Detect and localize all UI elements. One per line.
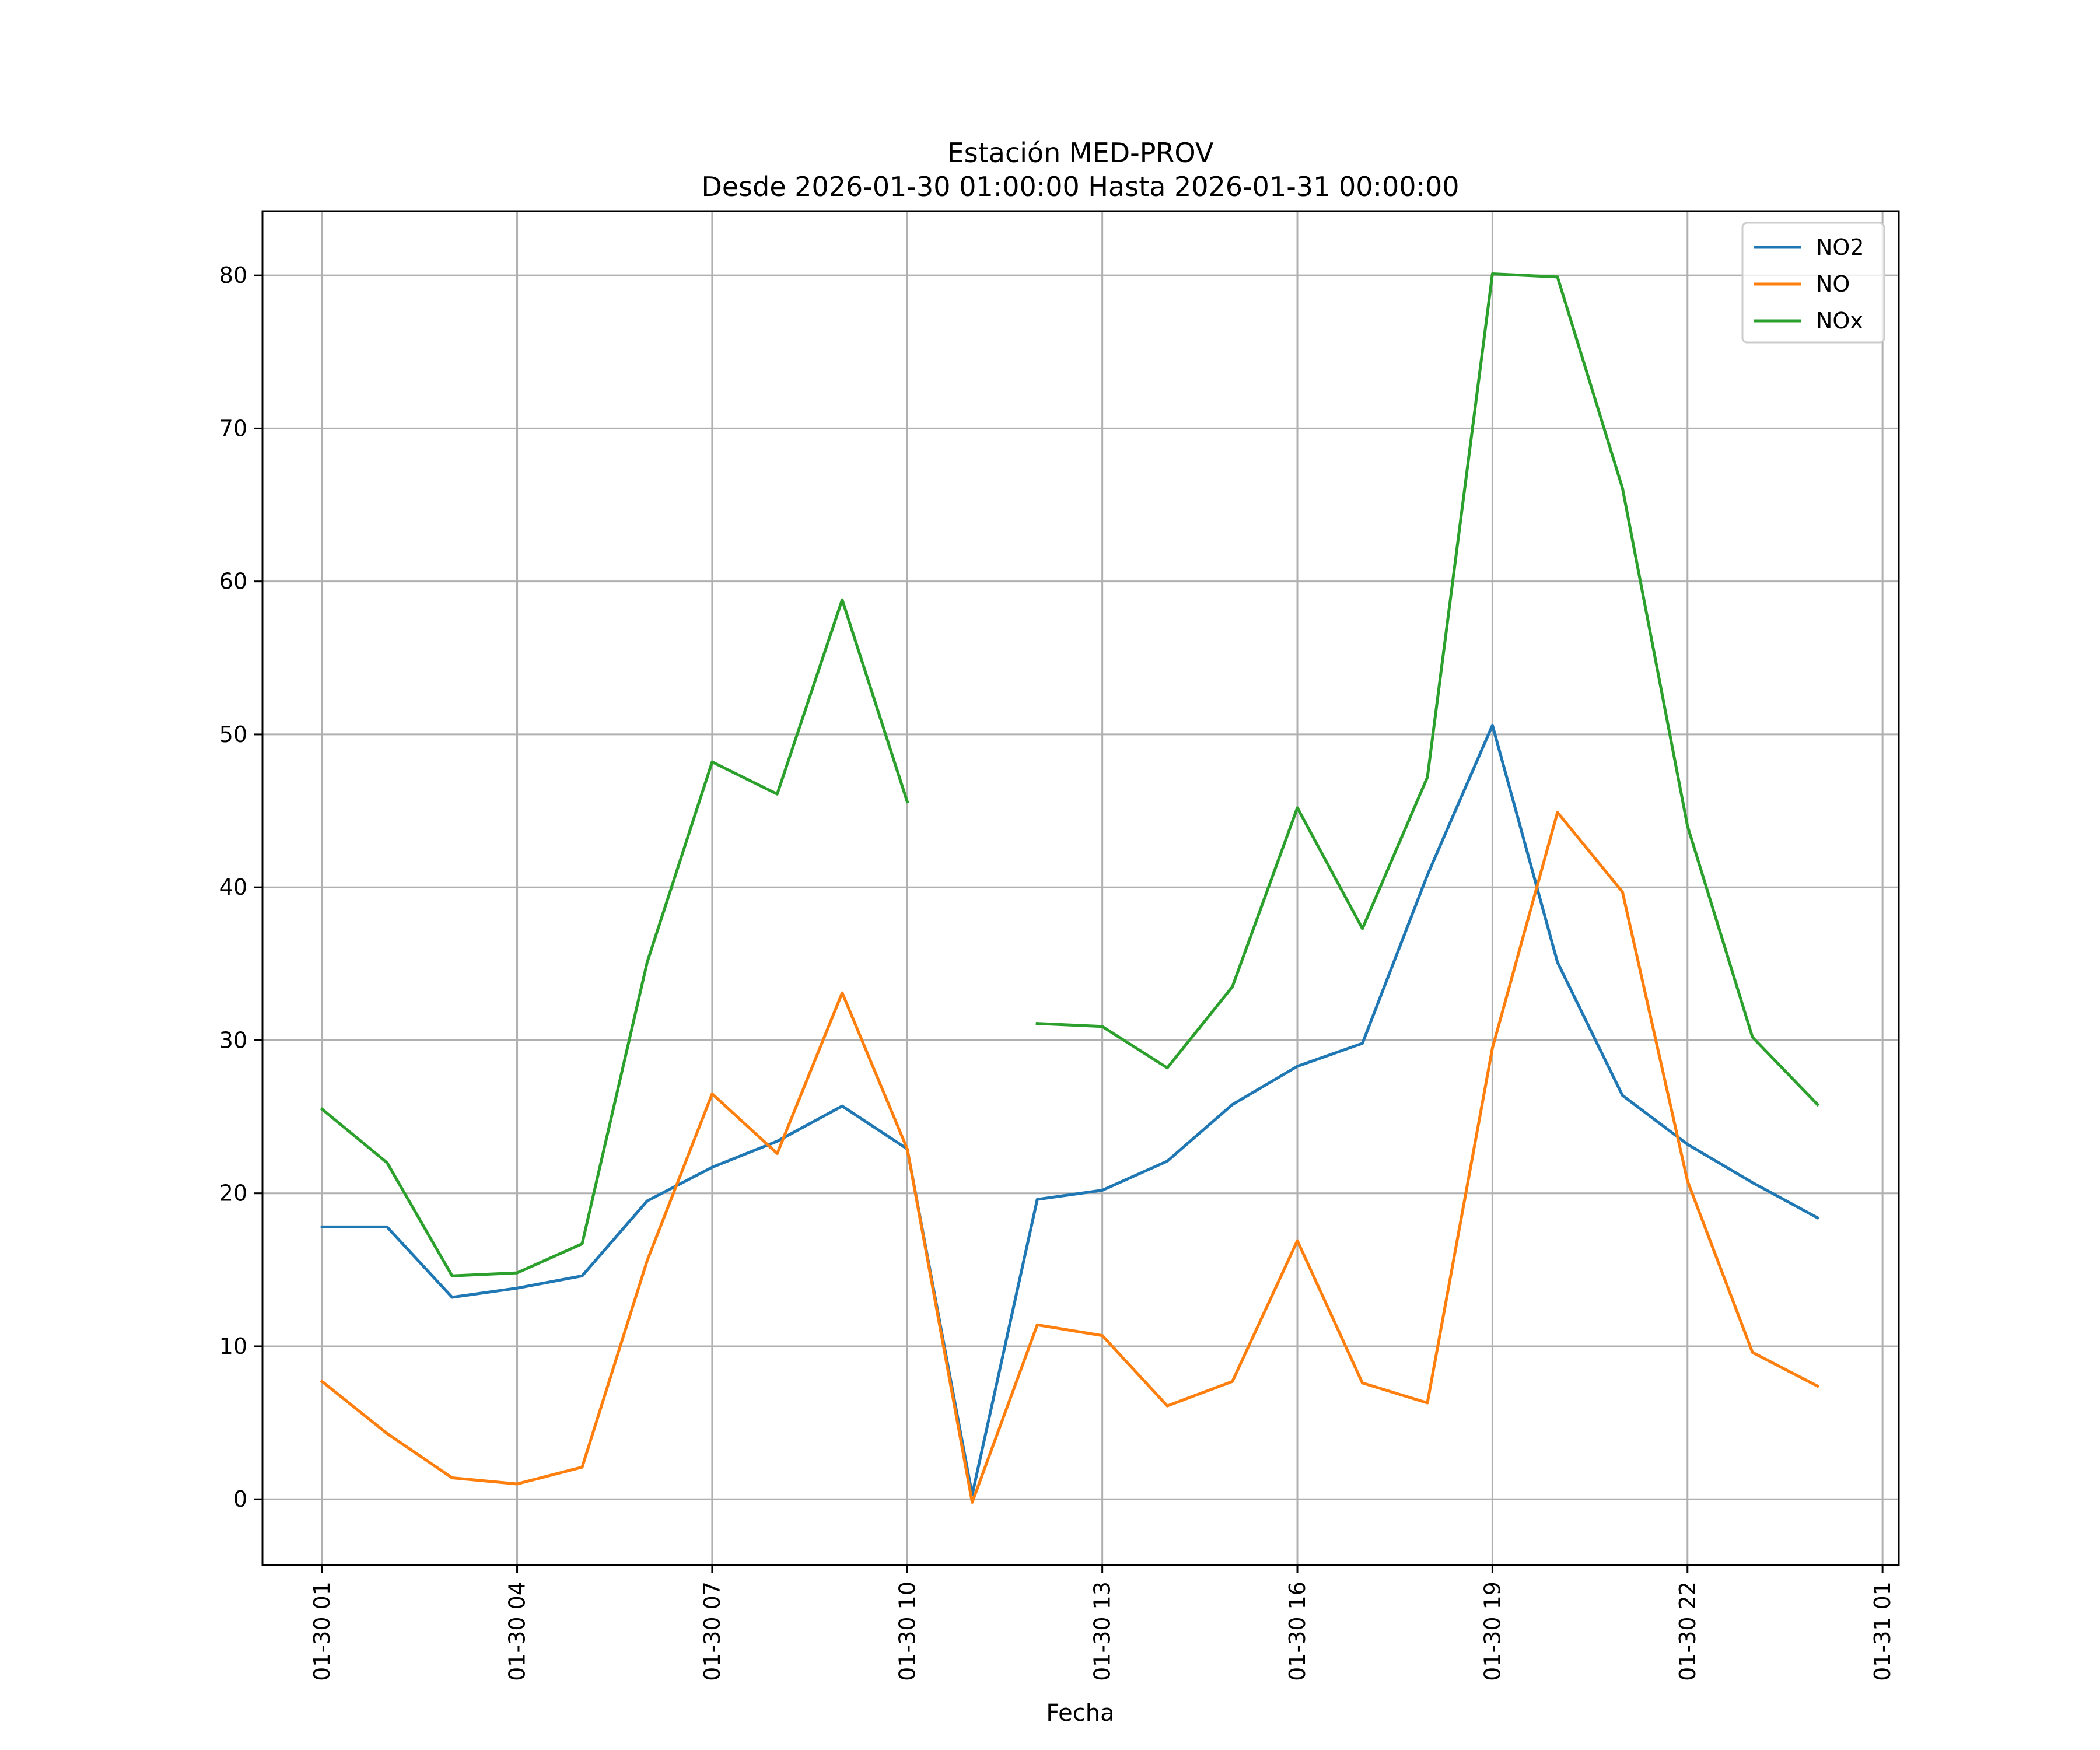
y-tick-label: 70: [219, 415, 247, 441]
y-tick-label: 0: [233, 1486, 247, 1512]
y-tick-label: 30: [219, 1027, 247, 1053]
chart-subtitle: Desde 2026-01-30 01:00:00 Hasta 2026-01-…: [701, 171, 1459, 202]
series-no2: [320, 723, 1820, 1496]
legend-label-nox: NOx: [1816, 308, 1863, 334]
series-line-nox: [1035, 272, 1820, 1107]
x-tick-label: 01-31 01: [1870, 1581, 1895, 1681]
y-axis-ticks: 0 10 20 30 40 50 60 70 80: [219, 262, 262, 1512]
x-axis-label: Fecha: [1046, 1700, 1114, 1727]
legend-label-no2: NO2: [1816, 235, 1864, 260]
x-tick-label: 01-30 22: [1675, 1581, 1700, 1681]
x-tick-label: 01-30 10: [894, 1581, 920, 1681]
y-tick-label: 50: [219, 722, 247, 747]
series-line-no2: [320, 723, 1820, 1496]
legend-box: [1741, 222, 1885, 344]
grid: [262, 211, 1899, 1565]
x-tick-label: 01-30 13: [1090, 1581, 1115, 1681]
series-lines: [320, 272, 1820, 1504]
series-no: [320, 811, 1820, 1504]
y-tick-label: 60: [219, 569, 247, 594]
series-nox: [320, 272, 1820, 1278]
legend-label-no: NO: [1816, 271, 1850, 297]
series-line-nox: [320, 598, 909, 1278]
x-tick-label: 01-30 01: [309, 1581, 335, 1681]
y-tick-label: 40: [219, 874, 247, 900]
x-tick-label: 01-30 07: [699, 1581, 725, 1681]
chart-title: Estación MED-PROV: [947, 137, 1214, 169]
x-tick-label: 01-30 19: [1479, 1581, 1505, 1681]
y-tick-label: 10: [219, 1334, 247, 1359]
y-tick-label: 20: [219, 1181, 247, 1206]
legend: NO2 NO NOx: [1741, 222, 1885, 344]
y-tick-label: 80: [219, 262, 247, 288]
series-line-no: [320, 811, 1820, 1504]
x-tick-label: 01-30 04: [505, 1581, 530, 1681]
x-axis-ticks: 01-30 01 01-30 04 01-30 07 01-30 10 01-30 13…: [309, 1565, 1895, 1681]
x-tick-label: 01-30 16: [1284, 1581, 1310, 1681]
